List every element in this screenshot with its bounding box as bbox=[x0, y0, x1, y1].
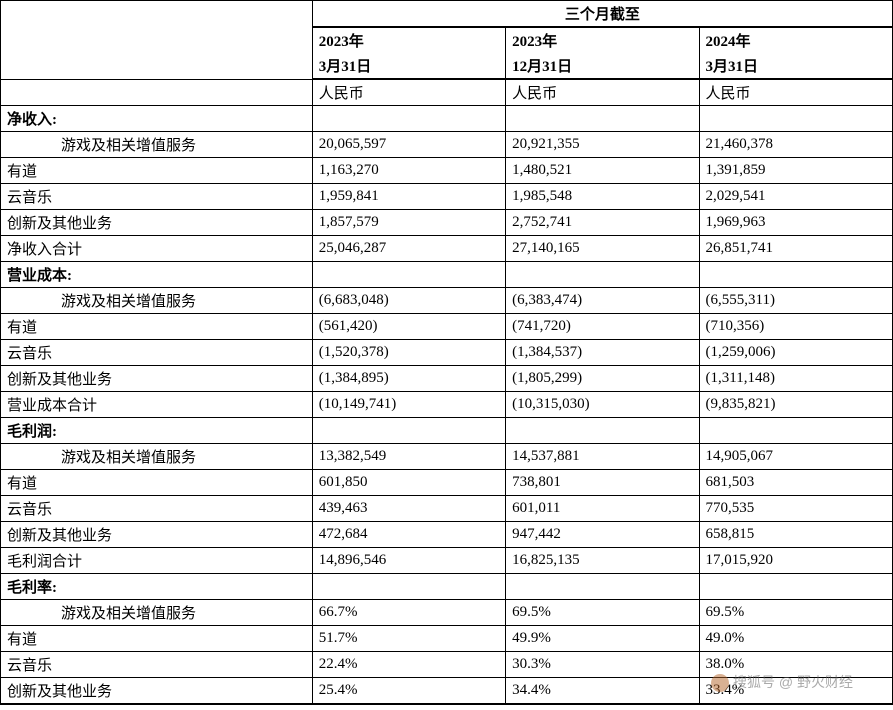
table-row: 云音乐1,959,8411,985,5482,029,541 bbox=[1, 184, 893, 210]
table-row: 创新及其他业务1,857,5792,752,7411,969,963 bbox=[1, 210, 893, 236]
period-1-date: 12月31日 bbox=[506, 53, 699, 79]
table-row: 净收入合计25,046,28727,140,16526,851,741 bbox=[1, 236, 893, 262]
table-row: 游戏及相关增值服务(6,683,048)(6,383,474)(6,555,31… bbox=[1, 288, 893, 314]
table-row: 游戏及相关增值服务13,382,54914,537,88114,905,067 bbox=[1, 444, 893, 470]
table-row: 云音乐22.4%30.3%38.0% bbox=[1, 652, 893, 678]
table-row: 有道601,850738,801681,503 bbox=[1, 470, 893, 496]
period-0-year: 2023年 bbox=[312, 27, 505, 53]
period-1-year: 2023年 bbox=[506, 27, 699, 53]
period-1-currency: 人民币 bbox=[506, 79, 699, 106]
table-row: 营业成本合计(10,149,741)(10,315,030)(9,835,821… bbox=[1, 392, 893, 418]
section-title-cost: 营业成本: bbox=[1, 262, 893, 288]
table-row: 有道51.7%49.9%49.0% bbox=[1, 626, 893, 652]
table-row: 有道(561,420)(741,720)(710,356) bbox=[1, 314, 893, 340]
table-row: 创新及其他业务472,684947,442658,815 bbox=[1, 522, 893, 548]
table-row: 云音乐(1,520,378)(1,384,537)(1,259,006) bbox=[1, 340, 893, 366]
section-title-gross-margin: 毛利率: bbox=[1, 574, 893, 600]
table-row: 游戏及相关增值服务66.7%69.5%69.5% bbox=[1, 600, 893, 626]
financial-table: 三个月截至 2023年 2023年 2024年 3月31日 12月31日 3月3… bbox=[0, 0, 893, 705]
table-row: 创新及其他业务25.4%34.4%33.4% bbox=[1, 678, 893, 705]
header-row-period: 三个月截至 bbox=[1, 1, 893, 28]
header-row-currency: 人民币 人民币 人民币 bbox=[1, 79, 893, 106]
header-row-date: 3月31日 12月31日 3月31日 bbox=[1, 53, 893, 79]
header-row-year: 2023年 2023年 2024年 bbox=[1, 27, 893, 53]
table-row: 云音乐439,463601,011770,535 bbox=[1, 496, 893, 522]
table-row: 毛利润合计14,896,54616,825,13517,015,920 bbox=[1, 548, 893, 574]
table-row: 游戏及相关增值服务20,065,59720,921,35521,460,378 bbox=[1, 132, 893, 158]
section-title-gross-profit: 毛利润: bbox=[1, 418, 893, 444]
table-row: 有道1,163,2701,480,5211,391,859 bbox=[1, 158, 893, 184]
period-2-currency: 人民币 bbox=[699, 79, 892, 106]
period-0-date: 3月31日 bbox=[312, 53, 505, 79]
period-2-date: 3月31日 bbox=[699, 53, 892, 79]
empty-cell bbox=[1, 1, 313, 28]
table-row: 创新及其他业务(1,384,895)(1,805,299)(1,311,148) bbox=[1, 366, 893, 392]
period-0-currency: 人民币 bbox=[312, 79, 505, 106]
period-2-year: 2024年 bbox=[699, 27, 892, 53]
section-title-net-revenue: 净收入: bbox=[1, 106, 893, 132]
period-title: 三个月截至 bbox=[312, 1, 892, 28]
